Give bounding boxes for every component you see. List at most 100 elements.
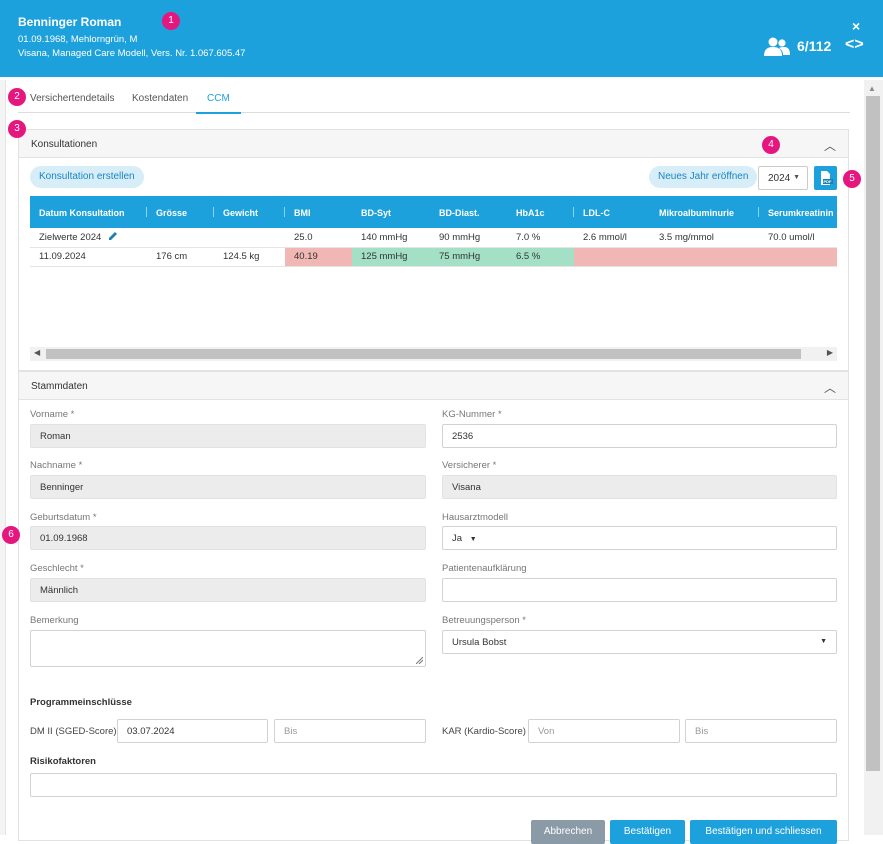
- patientenaufklaerung-label: Patientenaufklärung: [442, 563, 527, 574]
- cell-ldl-to-serum: [574, 248, 837, 266]
- targets-row: Zielwerte 2024 25.0 140 mmHg 90 mmHg 7.0…: [30, 229, 837, 248]
- targets-label: Zielwerte 2024: [30, 229, 118, 247]
- col-hba1c[interactable]: HbA1c: [516, 208, 545, 218]
- marker-5: 5: [843, 170, 861, 188]
- column-divider: [284, 207, 285, 217]
- caret-down-icon: ▼: [793, 174, 800, 181]
- scroll-right-icon[interactable]: ▶: [826, 348, 833, 357]
- dm-label: DM II (SGED-Score): [30, 726, 117, 737]
- stammdaten-panel: Stammdaten ︿: [18, 371, 849, 841]
- tab-versichertendetails[interactable]: Versichertendetails: [30, 93, 115, 104]
- col-serumkreatinin[interactable]: Serumkreatinin: [768, 208, 834, 218]
- dm-to-field[interactable]: Bis: [274, 719, 426, 743]
- kar-label: KAR (Kardio-Score): [442, 726, 526, 737]
- kar-to-field[interactable]: Bis: [685, 719, 837, 743]
- cell-hba1c: 6.5 %: [507, 248, 574, 266]
- scroll-left-icon[interactable]: ◀: [34, 348, 41, 357]
- horizontal-scrollbar[interactable]: ◀ ▶: [30, 347, 837, 361]
- confirm-button[interactable]: Bestätigen: [610, 820, 685, 844]
- patientenaufklaerung-field[interactable]: [442, 578, 837, 602]
- konsultationen-title: Konsultationen: [31, 139, 98, 150]
- hausarztmodell-label: Hausarztmodell: [442, 512, 508, 523]
- marker-4: 4: [762, 136, 780, 154]
- confirm-close-button[interactable]: Bestätigen und schliessen: [690, 820, 837, 844]
- cell-gewicht: 124.5 kg: [223, 251, 260, 262]
- risikofaktoren-heading: Risikofaktoren: [30, 756, 96, 767]
- konsultationen-header[interactable]: Konsultationen ︿: [19, 130, 848, 158]
- column-divider: [213, 207, 214, 217]
- year-value: 2024: [768, 173, 791, 184]
- geburtsdatum-field[interactable]: 01.09.1968: [30, 526, 426, 550]
- prev-next-icon[interactable]: <>: [845, 36, 864, 53]
- marker-2: 2: [8, 88, 26, 106]
- geschlecht-label: Geschlecht *: [30, 563, 84, 574]
- tab-ccm[interactable]: CCM: [196, 93, 241, 114]
- stammdaten-header[interactable]: Stammdaten ︿: [19, 372, 848, 400]
- column-divider: [758, 207, 759, 217]
- kar-from-field[interactable]: Von: [528, 719, 680, 743]
- nachname-field[interactable]: Benninger: [30, 475, 426, 499]
- vorname-label: Vorname *: [30, 409, 75, 420]
- horizontal-scroll-thumb[interactable]: [46, 349, 801, 359]
- target-hba1c: 7.0 %: [516, 232, 541, 243]
- new-year-button[interactable]: Neues Jahr eröffnen: [649, 166, 758, 188]
- target-mikroalbuminurie: 3.5 mg/mmol: [659, 232, 714, 243]
- tab-kostendaten[interactable]: Kostendaten: [132, 93, 189, 104]
- target-ldl-c: 2.6 mmol/l: [583, 232, 627, 243]
- chevron-up-icon[interactable]: ︿: [823, 381, 836, 395]
- targets-label-text: Zielwerte 2024: [39, 232, 102, 243]
- cancel-button[interactable]: Abbrechen: [531, 820, 605, 844]
- vertical-scroll-thumb[interactable]: [866, 96, 880, 771]
- betreuungsperson-value: Ursula Bobst: [452, 637, 507, 648]
- resize-handle-icon[interactable]: [416, 657, 423, 664]
- target-serumkreatinin: 70.0 umol/l: [768, 232, 815, 243]
- betreuungsperson-select[interactable]: Ursula Bobst ▼: [442, 630, 837, 654]
- hausarztmodell-value: Ja: [452, 533, 463, 544]
- col-ldl-c[interactable]: LDL-C: [583, 208, 610, 218]
- pdf-icon: PDF: [821, 171, 833, 185]
- col-bmi[interactable]: BMI: [294, 208, 311, 218]
- insurance-details: Visana, Managed Care Modell, Vers. Nr. 1…: [18, 48, 246, 59]
- col-mikroalbuminurie[interactable]: Mikroalbuminurie: [659, 208, 735, 218]
- marker-1: 1: [162, 12, 180, 30]
- target-bd-diast: 90 mmHg: [439, 232, 481, 243]
- users-icon: [764, 37, 790, 56]
- left-gutter: [0, 80, 6, 835]
- programmeinschluesse-heading: Programmeinschlüsse: [30, 697, 132, 708]
- col-groesse[interactable]: Grösse: [156, 208, 188, 218]
- risikofaktoren-field[interactable]: [30, 773, 837, 797]
- caret-down-icon: ▼: [820, 638, 827, 645]
- col-bd-diast[interactable]: BD-Diast.: [439, 208, 480, 218]
- target-bd-syt: 140 mmHg: [361, 232, 408, 243]
- patient-counter: 6/112: [797, 38, 832, 54]
- marker-3: 3: [8, 120, 26, 138]
- year-select[interactable]: 2024 ▼: [758, 166, 808, 190]
- dm-from-field[interactable]: 03.07.2024: [117, 719, 268, 743]
- cell-groesse: 176 cm: [156, 251, 188, 262]
- cell-bmi: 40.19: [285, 248, 352, 266]
- versicherer-field[interactable]: Visana: [442, 475, 837, 499]
- hausarztmodell-select[interactable]: Ja ▼: [442, 526, 837, 550]
- betreuungsperson-label: Betreuungsperson *: [442, 615, 526, 626]
- table-row[interactable]: 11.09.2024 176 cm 124.5 kg 40.19 125 mmH…: [30, 248, 837, 267]
- caret-down-icon: ▼: [469, 536, 477, 543]
- pencil-icon[interactable]: [108, 231, 118, 241]
- patient-header: Benninger Roman 01.09.1968, Mehlorngrün,…: [0, 0, 883, 77]
- target-bmi: 25.0: [294, 232, 313, 243]
- chevron-up-icon[interactable]: ︿: [823, 139, 836, 153]
- col-gewicht[interactable]: Gewicht: [223, 208, 259, 218]
- bemerkung-textarea[interactable]: [30, 630, 426, 667]
- geschlecht-field[interactable]: Männlich: [30, 578, 426, 602]
- col-datum[interactable]: Datum Konsultation: [39, 208, 125, 218]
- versicherer-label: Versicherer *: [442, 460, 497, 471]
- pdf-export-button[interactable]: PDF: [814, 166, 837, 190]
- cell-datum: 11.09.2024: [39, 251, 86, 262]
- create-consultation-button[interactable]: Konsultation erstellen: [30, 166, 144, 188]
- cell-bd-syt: 125 mmHg: [352, 248, 430, 266]
- col-bd-syt[interactable]: BD-Syt: [361, 208, 392, 218]
- kg-nummer-field[interactable]: 2536: [442, 424, 837, 448]
- scroll-up-icon[interactable]: ▲: [868, 84, 876, 93]
- vorname-field[interactable]: Roman: [30, 424, 426, 448]
- close-icon[interactable]: ×: [852, 18, 861, 34]
- svg-text:PDF: PDF: [824, 179, 833, 184]
